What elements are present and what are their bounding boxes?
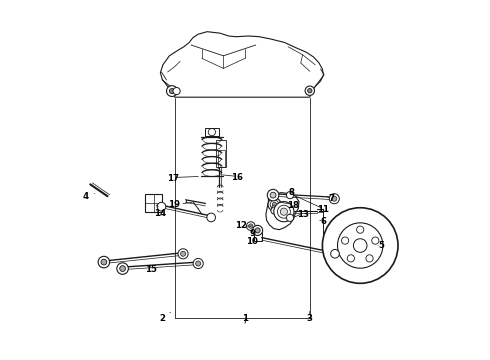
Text: 9: 9: [249, 229, 255, 238]
Circle shape: [272, 202, 277, 207]
Circle shape: [252, 225, 263, 235]
Circle shape: [255, 228, 260, 233]
Text: 13: 13: [296, 210, 309, 219]
Circle shape: [157, 202, 166, 211]
Text: 3: 3: [307, 314, 313, 323]
Circle shape: [173, 87, 180, 95]
Bar: [218, 150, 225, 167]
Circle shape: [280, 208, 288, 215]
Circle shape: [331, 249, 339, 258]
Circle shape: [246, 222, 255, 230]
Text: 5: 5: [378, 241, 384, 250]
Text: 19: 19: [168, 200, 180, 209]
Bar: [145, 194, 162, 212]
Text: 11: 11: [318, 205, 329, 214]
Circle shape: [277, 205, 291, 218]
Circle shape: [286, 214, 294, 221]
Circle shape: [366, 255, 373, 262]
Circle shape: [305, 86, 315, 95]
Circle shape: [207, 213, 216, 222]
Circle shape: [101, 259, 107, 265]
Circle shape: [329, 194, 339, 204]
Circle shape: [347, 255, 354, 262]
Circle shape: [268, 198, 281, 211]
Circle shape: [271, 207, 278, 214]
Text: 17: 17: [167, 174, 179, 183]
Circle shape: [332, 196, 337, 201]
Circle shape: [268, 189, 279, 201]
Circle shape: [180, 251, 186, 256]
Circle shape: [270, 200, 279, 209]
Text: 6: 6: [320, 217, 326, 226]
Circle shape: [167, 86, 177, 96]
Text: 7: 7: [328, 194, 335, 203]
Circle shape: [322, 208, 398, 283]
Circle shape: [338, 223, 383, 268]
Circle shape: [271, 205, 277, 211]
Circle shape: [193, 258, 203, 269]
Circle shape: [274, 202, 294, 222]
Circle shape: [308, 89, 312, 93]
Text: 10: 10: [246, 237, 258, 246]
Circle shape: [353, 239, 367, 252]
Circle shape: [117, 263, 128, 274]
Text: 18: 18: [287, 201, 299, 210]
Circle shape: [120, 266, 125, 271]
Circle shape: [170, 89, 174, 94]
Circle shape: [357, 226, 364, 233]
Text: 8: 8: [288, 188, 294, 197]
Circle shape: [248, 224, 253, 228]
Circle shape: [286, 192, 294, 199]
Bar: [205, 128, 219, 136]
Text: 2: 2: [159, 314, 165, 323]
Circle shape: [372, 237, 379, 244]
Text: 15: 15: [145, 266, 157, 274]
Text: 14: 14: [154, 209, 167, 217]
Circle shape: [98, 256, 110, 268]
Text: 4: 4: [83, 192, 89, 201]
Circle shape: [270, 192, 276, 198]
Text: 12: 12: [235, 220, 247, 230]
Bar: [216, 140, 226, 167]
Bar: [254, 232, 262, 241]
Text: 16: 16: [231, 173, 243, 181]
Circle shape: [196, 261, 201, 266]
Circle shape: [342, 237, 349, 244]
Circle shape: [178, 249, 188, 259]
Text: 1: 1: [242, 314, 248, 323]
